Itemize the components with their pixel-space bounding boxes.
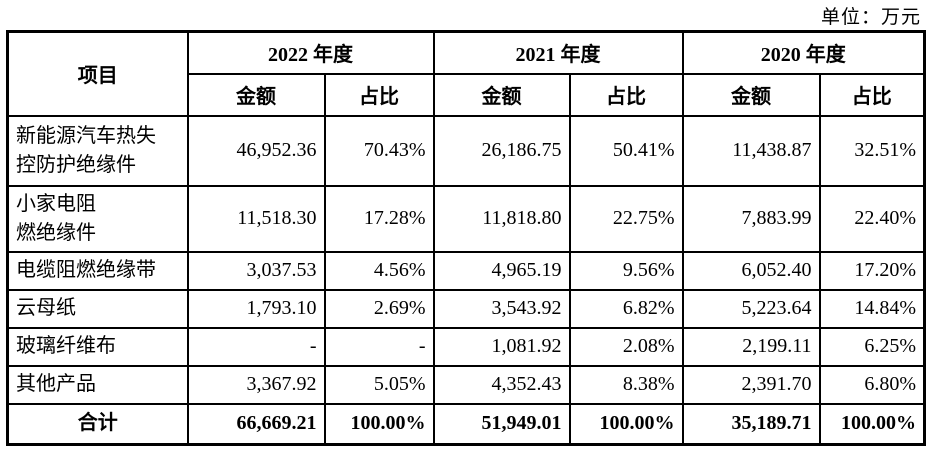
cell-amount: 4,352.43 — [432, 364, 571, 405]
row-label: 小家电阻 燃绝缘件 — [6, 184, 189, 253]
header-year-2022: 2022 年度 — [186, 30, 435, 75]
cell-ratio: 6.82% — [568, 288, 684, 329]
cell-amount: 26,186.75 — [432, 114, 571, 187]
header-amount-2022: 金额 — [186, 72, 326, 117]
header-row-years: 项目 2022 年度 2021 年度 2020 年度 — [6, 30, 926, 117]
table-row: 小家电阻 燃绝缘件 11,518.30 17.28% 11,818.80 22.… — [6, 184, 926, 253]
cell-amount: 11,518.30 — [186, 184, 326, 253]
cell-ratio: 8.38% — [568, 364, 684, 405]
cell-amount: 11,818.80 — [432, 184, 571, 253]
header-year-2021: 2021 年度 — [432, 30, 684, 75]
cell-amount: 4,965.19 — [432, 250, 571, 291]
table-row: 其他产品 3,367.92 5.05% 4,352.43 8.38% 2,391… — [6, 364, 926, 405]
cell-ratio: 50.41% — [568, 114, 684, 187]
cell-ratio: 9.56% — [568, 250, 684, 291]
total-ratio: 100.00% — [323, 402, 435, 446]
header-amount-2020: 金额 — [681, 72, 821, 117]
cell-ratio: - — [323, 326, 435, 367]
unit-label: 单位：万元 — [820, 7, 921, 28]
cell-amount: 5,223.64 — [681, 288, 821, 329]
cell-amount: 3,543.92 — [432, 288, 571, 329]
total-amount: 66,669.21 — [186, 402, 326, 446]
cell-amount: 11,438.87 — [681, 114, 821, 187]
cell-ratio: 4.56% — [323, 250, 435, 291]
header-ratio-2022: 占比 — [323, 72, 435, 117]
header-year-2020: 2020 年度 — [681, 30, 926, 75]
header-item: 项目 — [6, 30, 189, 117]
table-row: 电缆阻燃绝缘带 3,037.53 4.56% 4,965.19 9.56% 6,… — [6, 250, 926, 291]
cell-amount: 2,199.11 — [681, 326, 821, 367]
row-label: 云母纸 — [6, 288, 189, 329]
cell-amount: 7,883.99 — [681, 184, 821, 253]
total-ratio: 100.00% — [818, 402, 926, 446]
total-row: 合计 66,669.21 100.00% 51,949.01 100.00% 3… — [6, 402, 926, 446]
cell-amount: 1,793.10 — [186, 288, 326, 329]
table-row: 云母纸 1,793.10 2.69% 3,543.92 6.82% 5,223.… — [6, 288, 926, 329]
header-ratio-2021: 占比 — [568, 72, 684, 117]
cell-ratio: 22.40% — [818, 184, 926, 253]
total-amount: 35,189.71 — [681, 402, 821, 446]
cell-amount: 6,052.40 — [681, 250, 821, 291]
cell-ratio: 14.84% — [818, 288, 926, 329]
table-row: 新能源汽车热失 控防护绝缘件 46,952.36 70.43% 26,186.7… — [6, 114, 926, 187]
header-amount-2021: 金额 — [432, 72, 571, 117]
total-amount: 51,949.01 — [432, 402, 571, 446]
cell-amount: 1,081.92 — [432, 326, 571, 367]
cell-ratio: 22.75% — [568, 184, 684, 253]
cell-ratio: 2.08% — [568, 326, 684, 367]
total-label: 合计 — [6, 402, 189, 446]
row-label: 其他产品 — [6, 364, 189, 405]
cell-ratio: 17.28% — [323, 184, 435, 253]
row-label: 电缆阻燃绝缘带 — [6, 250, 189, 291]
cell-amount: 3,367.92 — [186, 364, 326, 405]
cell-ratio: 17.20% — [818, 250, 926, 291]
cell-ratio: 6.80% — [818, 364, 926, 405]
table-row: 玻璃纤维布 - - 1,081.92 2.08% 2,199.11 6.25% — [6, 326, 926, 367]
row-label: 玻璃纤维布 — [6, 326, 189, 367]
cell-ratio: 32.51% — [818, 114, 926, 187]
revenue-by-product-table: 项目 2022 年度 2021 年度 2020 年度 金额 占比 金额 占比 金… — [6, 30, 926, 446]
cell-ratio: 6.25% — [818, 326, 926, 367]
header-ratio-2020: 占比 — [818, 72, 926, 117]
cell-ratio: 70.43% — [323, 114, 435, 187]
cell-ratio: 5.05% — [323, 364, 435, 405]
cell-amount: - — [186, 326, 326, 367]
cell-amount: 46,952.36 — [186, 114, 326, 187]
cell-amount: 3,037.53 — [186, 250, 326, 291]
cell-ratio: 2.69% — [323, 288, 435, 329]
total-ratio: 100.00% — [568, 402, 684, 446]
header-row-metrics: 金额 占比 金额 占比 金额 占比 — [8, 72, 926, 117]
cell-amount: 2,391.70 — [681, 364, 821, 405]
row-label: 新能源汽车热失 控防护绝缘件 — [6, 114, 189, 187]
